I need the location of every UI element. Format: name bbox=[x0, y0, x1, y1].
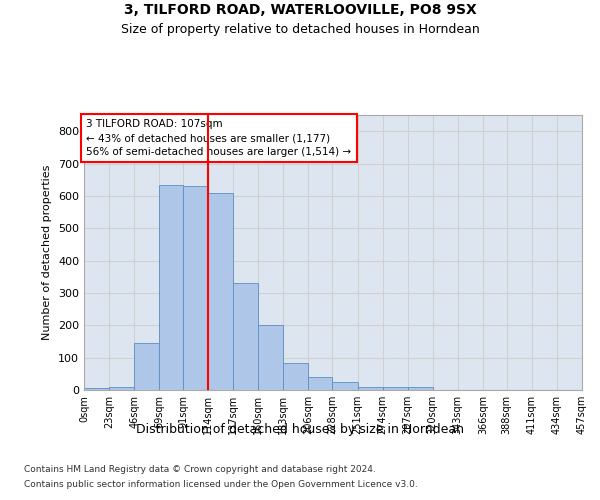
Text: 3 TILFORD ROAD: 107sqm
← 43% of detached houses are smaller (1,177)
56% of semi-: 3 TILFORD ROAD: 107sqm ← 43% of detached… bbox=[86, 119, 352, 157]
Bar bbox=[84, 388, 109, 390]
Bar bbox=[134, 343, 159, 390]
Bar bbox=[332, 382, 358, 390]
Bar bbox=[259, 326, 283, 390]
Bar bbox=[358, 387, 383, 390]
Bar bbox=[208, 192, 233, 390]
Y-axis label: Number of detached properties: Number of detached properties bbox=[43, 165, 52, 340]
Text: Contains HM Land Registry data © Crown copyright and database right 2024.: Contains HM Land Registry data © Crown c… bbox=[24, 465, 376, 474]
Bar bbox=[109, 387, 134, 390]
Bar bbox=[383, 387, 407, 390]
Bar bbox=[283, 362, 308, 390]
Text: Contains public sector information licensed under the Open Government Licence v3: Contains public sector information licen… bbox=[24, 480, 418, 489]
Text: 3, TILFORD ROAD, WATERLOOVILLE, PO8 9SX: 3, TILFORD ROAD, WATERLOOVILLE, PO8 9SX bbox=[124, 2, 476, 16]
Bar bbox=[233, 283, 259, 390]
Bar bbox=[308, 377, 332, 390]
Bar bbox=[183, 186, 208, 390]
Bar bbox=[407, 387, 433, 390]
Text: Size of property relative to detached houses in Horndean: Size of property relative to detached ho… bbox=[121, 22, 479, 36]
Text: Distribution of detached houses by size in Horndean: Distribution of detached houses by size … bbox=[136, 422, 464, 436]
Bar bbox=[159, 184, 183, 390]
